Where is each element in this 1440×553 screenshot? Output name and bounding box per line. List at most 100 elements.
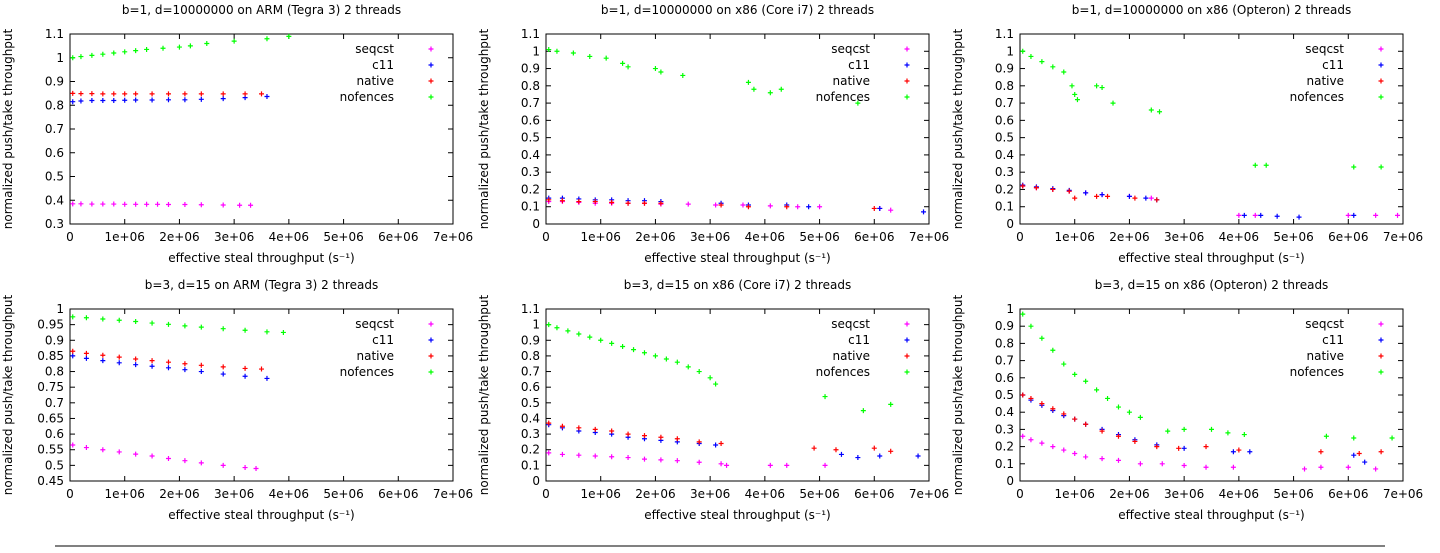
legend-label-seqcst: seqcst [355,42,394,56]
data-point-nofences [598,337,604,343]
data-point-c11 [133,97,139,103]
data-point-native [559,423,565,429]
data-point-nofences [855,100,861,106]
legend-label-seqcst: seqcst [355,317,394,331]
data-point-seqcst [592,453,598,459]
data-point-nofences [133,319,139,325]
y-tick-label: 0.7 [45,122,64,136]
data-point-nofences [609,340,615,346]
data-point-native [625,431,631,437]
data-point-seqcst [1020,433,1026,439]
x-tick-label: 0 [1016,487,1024,501]
data-point-nofences [1241,432,1247,438]
data-point-nofences [1378,164,1384,170]
data-point-seqcst [1083,454,1089,460]
legend-marker-seqcst [904,321,910,327]
data-point-native [1083,421,1089,427]
y-tick-label: 0.2 [521,182,540,196]
data-point-nofences [822,394,828,400]
data-point-seqcst [767,462,773,468]
x-tick-label: 0 [66,230,74,244]
data-point-c11 [220,371,226,377]
data-point-c11 [921,209,927,215]
data-point-c11 [713,442,719,448]
x-tick-label: 1e+06 [581,487,621,501]
data-point-native [559,198,565,204]
y-tick-label: 0.8 [45,98,64,112]
data-point-seqcst [70,442,76,448]
data-point-native [641,433,647,439]
data-point-nofences [1252,162,1258,168]
data-point-native [1072,416,1078,422]
chart-5: b=3, d=15 on x86 (Core i7) 2 threads 0 1e+… [477,278,949,522]
data-point-c11 [877,205,883,211]
data-point-seqcst [248,202,254,208]
chart-title: b=1, d=10000000 on x86 (Opteron) 2 threa… [1072,3,1351,17]
data-point-seqcst [576,452,582,458]
data-point-seqcst [100,447,106,453]
data-point-c11 [1274,213,1280,219]
data-point-native [1066,188,1072,194]
plot-frame [69,308,454,482]
x-tick-label: 4e+06 [1219,487,1259,501]
data-point-seqcst [155,201,161,207]
y-tick-label: 1.1 [995,27,1014,41]
x-tick-label: 4e+06 [1219,230,1259,244]
data-point-c11 [83,355,89,361]
x-tick-label: 5e+06 [1273,487,1313,501]
data-point-c11 [242,373,248,379]
data-point-nofences [280,329,286,335]
data-point-native [149,91,155,97]
data-point-nofences [116,317,122,323]
data-point-c11 [220,96,226,102]
data-point-c11 [165,365,171,371]
y-axis-title: normalized push/take throughput [951,294,965,495]
x-tick-label: 4e+06 [745,230,785,244]
data-point-nofences [603,55,609,61]
legend-label-c11: c11 [848,58,870,72]
data-point-native [1203,444,1209,450]
data-point-native [116,354,122,360]
x-tick-label: 4e+06 [745,487,785,501]
data-point-c11 [149,97,155,103]
data-point-native [1050,406,1056,412]
data-point-nofences [1020,311,1026,317]
data-point-nofences [778,86,784,92]
data-point-seqcst [1318,464,1324,470]
data-point-seqcst [817,204,823,210]
data-point-native [1115,433,1121,439]
legend-marker-seqcst [904,46,910,52]
data-point-c11 [855,455,861,461]
series-nofences [546,322,894,414]
y-tick-label: 0.65 [37,411,64,425]
chart-1: b=1, d=10000000 on ARM (Tegra 3) 2 threa… [1,3,473,265]
data-point-native [658,200,664,206]
x-tick-label: 2e+06 [159,487,199,501]
series-native [70,90,264,97]
x-tick-label: 6e+06 [1328,487,1368,501]
data-point-c11 [182,367,188,373]
data-point-native [1356,450,1362,456]
data-point-native [658,434,664,440]
y-tick-label: 0.6 [995,113,1014,127]
data-point-nofences [1028,323,1034,329]
data-point-nofences [1050,347,1056,353]
series-seqcst [70,442,259,471]
data-point-c11 [149,363,155,369]
data-point-native [1099,428,1105,434]
data-point-nofences [713,381,719,387]
data-point-c11 [111,98,117,103]
legend-label-seqcst: seqcst [1305,42,1344,56]
data-point-seqcst [149,453,155,459]
data-point-seqcst [559,451,565,457]
series-nofences [70,314,286,335]
data-point-seqcst [641,456,647,462]
data-point-seqcst [696,459,702,465]
data-point-native [1154,197,1160,203]
y-tick-label: 0.9 [45,75,64,89]
data-point-seqcst [1137,461,1143,467]
data-point-nofences [176,44,182,50]
legend-marker-c11 [904,337,910,343]
data-point-seqcst [1345,212,1351,218]
